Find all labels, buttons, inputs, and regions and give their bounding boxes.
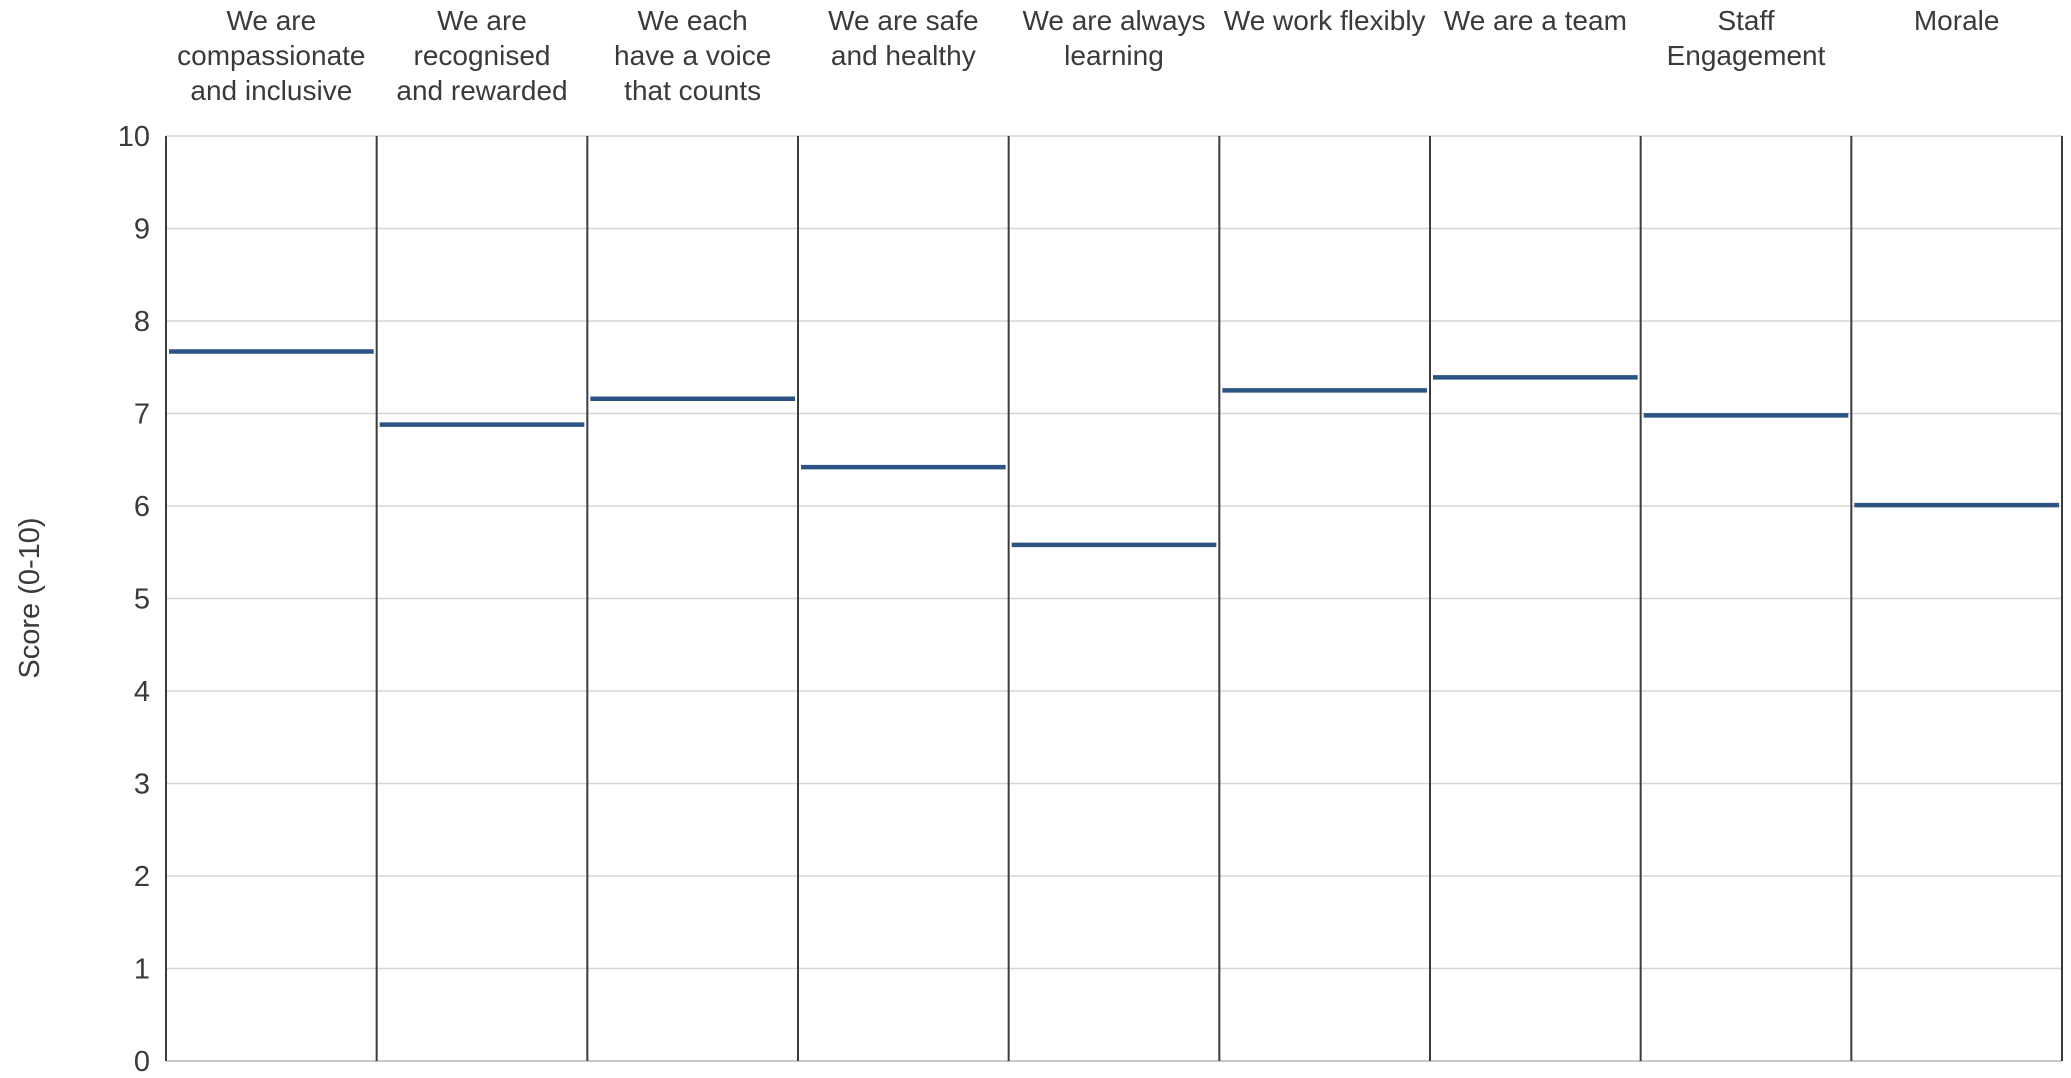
category-label-line: We are — [226, 5, 316, 36]
category-label-line: recognised — [414, 40, 551, 71]
score-markers — [169, 349, 2059, 548]
category-label-line: We work flexibly — [1224, 5, 1426, 36]
category-label-line: Staff — [1717, 5, 1774, 36]
category-label-line: Morale — [1914, 5, 2000, 36]
y-tick-label: 8 — [134, 306, 150, 338]
category-label-line: and rewarded — [396, 75, 567, 106]
category-label: We are always learning — [1022, 5, 1205, 71]
y-axis-label: Score (0-10) — [14, 517, 46, 678]
category-label: We are compassionate and inclusive — [177, 5, 365, 106]
category-label: We each have a voice that counts — [614, 5, 771, 106]
category-label: Staff Engagement — [1667, 5, 1826, 71]
y-tick-label: 0 — [134, 1046, 150, 1078]
category-label-line: learning — [1064, 40, 1164, 71]
category-label-line: Engagement — [1667, 40, 1826, 71]
y-tick-label: 6 — [134, 491, 150, 523]
y-tick-label: 1 — [134, 954, 150, 986]
category-label: We are safe and healthy — [828, 5, 978, 71]
category-label: We work flexibly — [1224, 5, 1426, 36]
category-label-line: have a voice — [614, 40, 771, 71]
category-labels: We are compassionate and inclusive We are re… — [177, 5, 1999, 106]
y-tick-label: 4 — [134, 676, 150, 708]
y-tick-label: 5 — [134, 584, 150, 616]
category-label: Morale — [1914, 5, 2000, 36]
y-tick-label: 10 — [118, 121, 150, 153]
category-label-line: and healthy — [831, 40, 976, 71]
category-label: We are recognised and rewarded — [396, 5, 567, 106]
category-label-line: We each — [638, 5, 748, 36]
category-dividers — [165, 136, 2063, 1061]
category-label-line: compassionate — [177, 40, 365, 71]
y-axis-ticks: 0 1 2 3 4 5 6 7 8 9 10 — [118, 121, 150, 1078]
y-tick-label: 2 — [134, 861, 150, 893]
y-tick-label: 3 — [134, 769, 150, 801]
category-label: We are a team — [1444, 5, 1627, 36]
category-label-line: that counts — [624, 75, 761, 106]
gridlines — [166, 135, 2062, 1062]
category-label-line: We are — [437, 5, 527, 36]
category-label-line: and inclusive — [190, 75, 352, 106]
y-tick-label: 9 — [134, 214, 150, 246]
category-label-line: We are safe — [828, 5, 978, 36]
category-label-line: We are always — [1022, 5, 1205, 36]
y-tick-label: 7 — [134, 399, 150, 431]
category-label-line: We are a team — [1444, 5, 1627, 36]
